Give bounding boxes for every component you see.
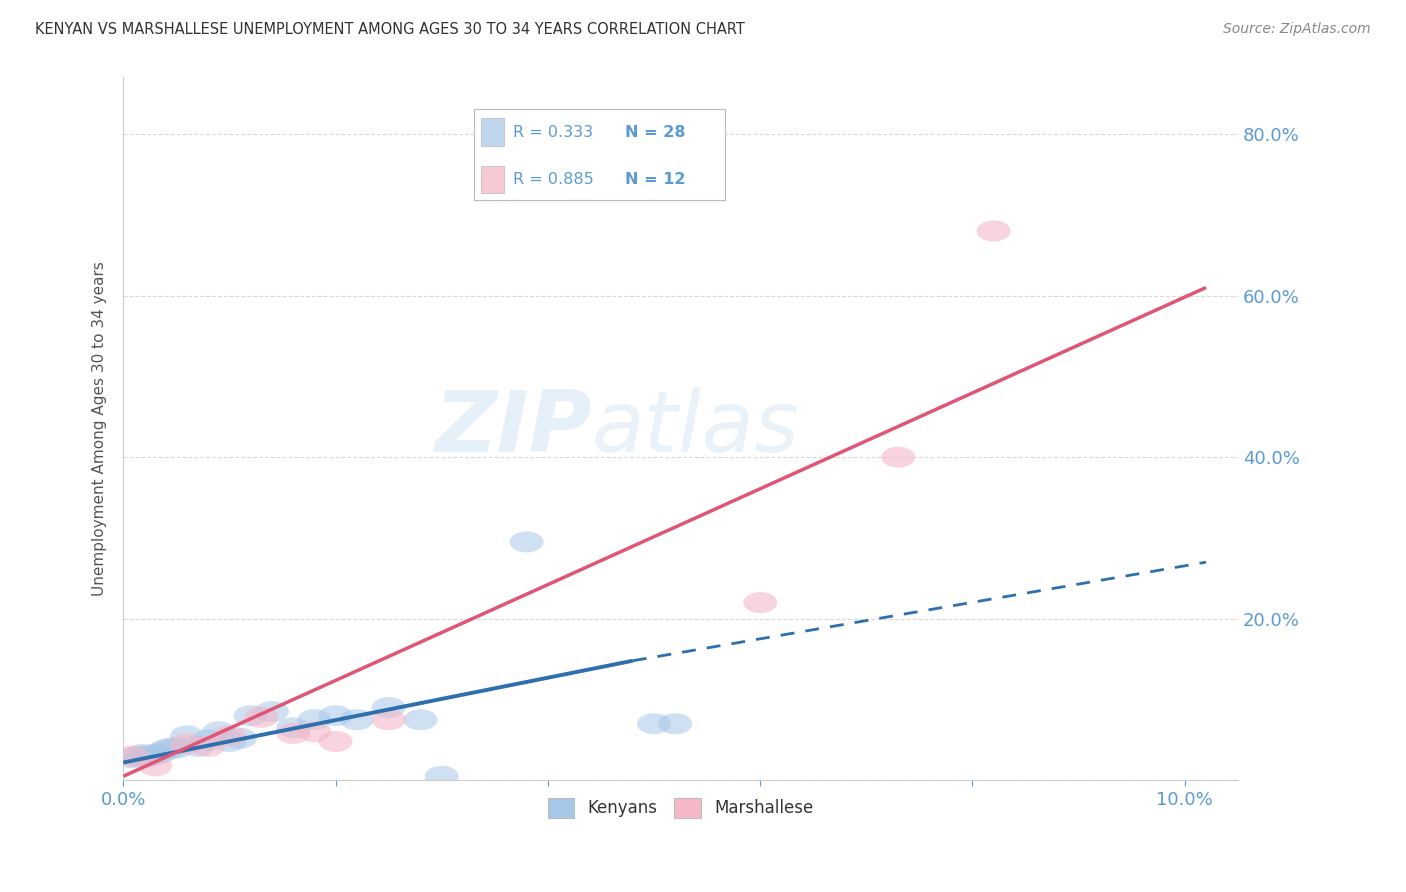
Ellipse shape bbox=[658, 714, 692, 734]
Ellipse shape bbox=[637, 714, 671, 734]
Ellipse shape bbox=[115, 747, 149, 768]
Ellipse shape bbox=[212, 731, 246, 752]
Ellipse shape bbox=[138, 744, 172, 765]
Ellipse shape bbox=[371, 709, 406, 731]
Ellipse shape bbox=[404, 709, 437, 731]
Ellipse shape bbox=[128, 747, 162, 768]
Ellipse shape bbox=[245, 706, 278, 728]
Ellipse shape bbox=[180, 736, 215, 757]
Ellipse shape bbox=[143, 742, 177, 764]
Ellipse shape bbox=[191, 730, 225, 750]
Ellipse shape bbox=[276, 723, 311, 744]
Ellipse shape bbox=[138, 756, 172, 776]
Ellipse shape bbox=[425, 765, 458, 787]
Ellipse shape bbox=[298, 722, 332, 742]
Ellipse shape bbox=[224, 728, 257, 748]
Ellipse shape bbox=[155, 738, 188, 758]
Ellipse shape bbox=[115, 746, 149, 766]
Ellipse shape bbox=[319, 706, 353, 726]
Text: KENYAN VS MARSHALLESE UNEMPLOYMENT AMONG AGES 30 TO 34 YEARS CORRELATION CHART: KENYAN VS MARSHALLESE UNEMPLOYMENT AMONG… bbox=[35, 22, 745, 37]
Ellipse shape bbox=[977, 220, 1011, 242]
Ellipse shape bbox=[132, 746, 167, 766]
Ellipse shape bbox=[340, 709, 374, 731]
Legend: Kenyans, Marshallese: Kenyans, Marshallese bbox=[541, 791, 820, 825]
Ellipse shape bbox=[149, 739, 183, 760]
Ellipse shape bbox=[298, 709, 332, 731]
Ellipse shape bbox=[122, 746, 156, 766]
Text: atlas: atlas bbox=[592, 387, 800, 470]
Text: ZIP: ZIP bbox=[434, 387, 592, 470]
Ellipse shape bbox=[125, 744, 159, 765]
Ellipse shape bbox=[202, 722, 236, 742]
Ellipse shape bbox=[882, 447, 915, 467]
Text: Source: ZipAtlas.com: Source: ZipAtlas.com bbox=[1223, 22, 1371, 37]
Ellipse shape bbox=[371, 697, 406, 718]
Ellipse shape bbox=[233, 706, 267, 726]
Ellipse shape bbox=[170, 725, 204, 747]
Ellipse shape bbox=[319, 731, 353, 752]
Ellipse shape bbox=[276, 717, 311, 739]
Ellipse shape bbox=[510, 532, 544, 552]
Ellipse shape bbox=[744, 592, 778, 613]
Y-axis label: Unemployment Among Ages 30 to 34 years: Unemployment Among Ages 30 to 34 years bbox=[93, 261, 107, 597]
Ellipse shape bbox=[254, 701, 288, 723]
Ellipse shape bbox=[159, 738, 194, 758]
Ellipse shape bbox=[191, 736, 225, 757]
Ellipse shape bbox=[170, 733, 204, 755]
Ellipse shape bbox=[212, 725, 246, 747]
